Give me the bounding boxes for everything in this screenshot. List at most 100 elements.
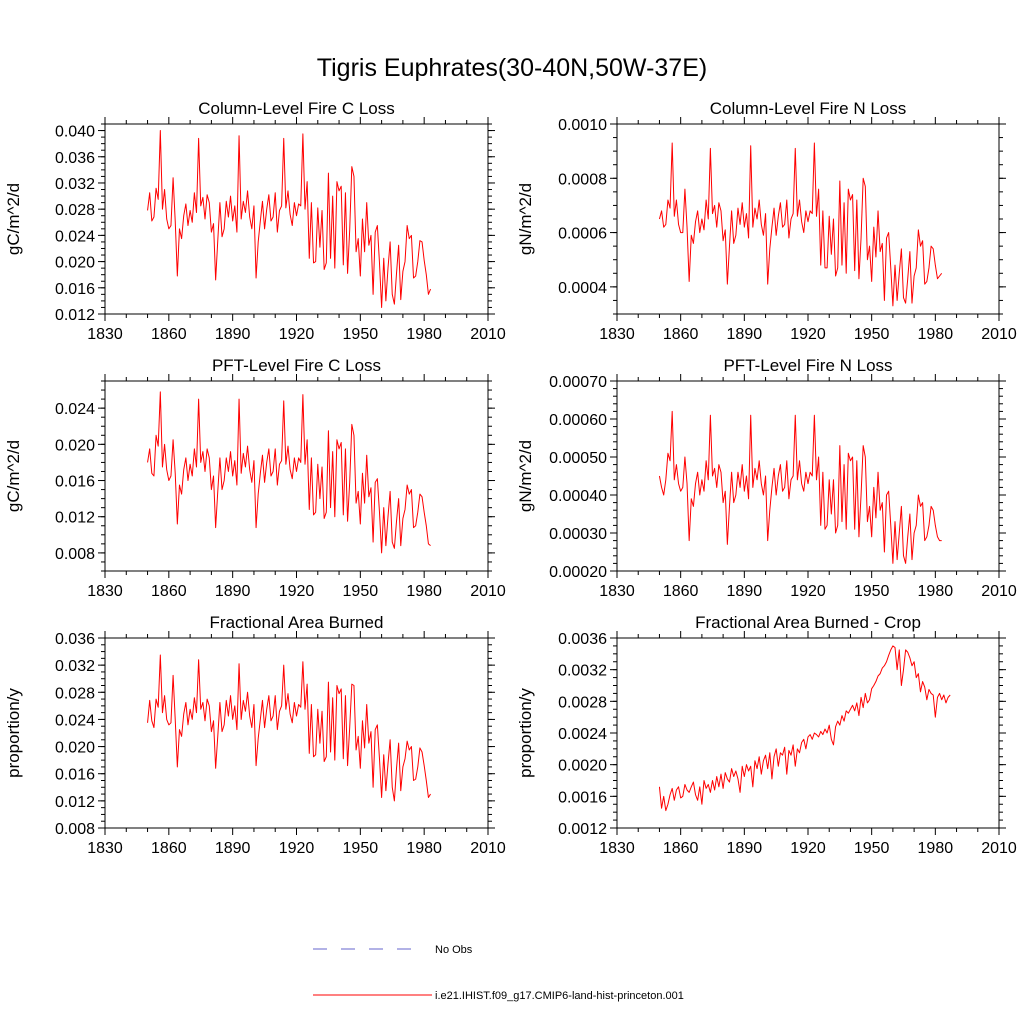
series-line [147,130,432,308]
x-tick-label: 1920 [279,840,315,857]
y-tick-label: 0.0010 [558,117,607,134]
y-tick-label: 0.0006 [558,226,607,243]
x-tick-label: 1950 [854,583,890,600]
panel-title: PFT-Level Fire C Loss [212,356,381,375]
panel-title: Column-Level Fire C Loss [198,99,395,118]
y-tick-label: 0.00050 [549,450,607,467]
y-tick-label: 0.040 [55,124,95,141]
x-tick-label: 1890 [727,326,763,343]
y-tick-label: 0.0028 [558,694,607,711]
y-tick-label: 0.0020 [558,758,607,775]
x-tick-label: 1980 [406,840,442,857]
y-axis-label: gC/m^2/d [4,183,23,255]
y-tick-label: 0.024 [55,712,95,729]
x-tick-label: 1920 [279,583,315,600]
x-tick-label: 1890 [727,840,763,857]
y-tick-label: 0.012 [55,510,95,527]
y-tick-label: 0.0024 [558,726,607,743]
x-tick-label: 2010 [470,583,506,600]
series-line [658,645,951,812]
x-tick-label: 1980 [406,583,442,600]
y-tick-label: 0.00030 [549,526,607,543]
y-tick-label: 0.0016 [558,789,607,806]
y-tick-label: 0.020 [55,740,95,757]
y-tick-label: 0.00040 [549,488,607,505]
y-tick-label: 0.024 [55,228,95,245]
y-tick-label: 0.00070 [549,374,607,391]
panel-title: Fractional Area Burned - Crop [695,613,921,632]
x-tick-label: 1860 [663,326,699,343]
y-axis-label: gN/m^2/d [516,183,535,255]
y-tick-label: 0.008 [55,546,95,563]
y-axis-label: proportion/y [516,688,535,778]
y-tick-label: 0.036 [55,150,95,167]
x-tick-label: 1860 [151,840,187,857]
y-tick-label: 0.008 [55,821,95,838]
series-line [658,142,943,307]
x-tick-label: 1860 [663,583,699,600]
x-tick-label: 1920 [279,326,315,343]
legend: No Obs i.e21.IHIST.f09_g17.CMIP6-land-hi… [313,944,684,1002]
x-tick-label: 1830 [599,840,635,857]
y-tick-label: 0.0012 [558,821,607,838]
plot-frame [616,123,1000,315]
x-tick-label: 2010 [470,326,506,343]
legend-model-label: i.e21.IHIST.f09_g17.CMIP6-land-hist-prin… [435,990,684,1002]
panel-1: Column-Level Fire C Loss gC/m^2/d 1830 1860… [4,99,506,343]
legend-obs-label: No Obs [435,944,473,956]
x-tick-label: 2010 [981,583,1017,600]
panels: Column-Level Fire C Loss gC/m^2/d 1830 1860… [4,99,1017,857]
panel-title: PFT-Level Fire N Loss [723,356,892,375]
x-tick-label: 1980 [918,840,954,857]
x-tick-label: 1860 [663,840,699,857]
x-tick-label: 1890 [215,840,251,857]
x-tick-label: 1830 [599,583,635,600]
y-tick-label: 0.024 [55,401,95,418]
y-tick-label: 0.012 [55,794,95,811]
y-tick-label: 0.020 [55,437,95,454]
panel-title: Fractional Area Burned [210,613,384,632]
x-tick-label: 1920 [790,326,826,343]
x-tick-label: 1830 [87,583,123,600]
x-tick-label: 2010 [470,840,506,857]
panel-5: Fractional Area Burned proportion/y 1830 18… [4,613,506,857]
y-tick-label: 0.020 [55,255,95,272]
panel-title: Column-Level Fire N Loss [710,99,907,118]
y-tick-label: 0.028 [55,202,95,219]
x-tick-label: 1830 [87,840,123,857]
y-tick-label: 0.032 [55,658,95,675]
y-tick-label: 0.0032 [558,663,607,680]
x-tick-label: 2010 [981,326,1017,343]
series-line [658,410,942,564]
y-tick-label: 0.0004 [558,280,607,297]
plot-frame [104,637,489,829]
y-axis-label: gC/m^2/d [4,440,23,512]
x-tick-label: 1890 [215,583,251,600]
x-tick-label: 1980 [918,583,954,600]
x-tick-label: 1950 [854,326,890,343]
x-tick-label: 2010 [981,840,1017,857]
y-tick-label: 0.00020 [549,564,607,581]
panel-3: PFT-Level Fire C Loss gC/m^2/d 1830 1860 189… [4,356,506,600]
panel-4: PFT-Level Fire N Loss gN/m^2/d 1830 1860 189… [516,356,1017,600]
y-tick-label: 0.032 [55,176,95,193]
plot-frame [104,380,489,572]
plot-frame [104,123,489,315]
x-tick-label: 1980 [918,326,954,343]
figure-title: Tigris Euphrates(30-40N,50W-37E) [317,54,707,82]
x-tick-label: 1980 [406,326,442,343]
y-tick-label: 0.016 [55,767,95,784]
y-tick-label: 0.016 [55,474,95,491]
y-axis-label: proportion/y [4,688,23,778]
series-line [147,391,431,554]
x-tick-label: 1950 [343,840,379,857]
y-tick-label: 0.0008 [558,171,607,188]
x-tick-label: 1950 [343,583,379,600]
y-tick-label: 0.012 [55,307,95,324]
series-line [147,654,431,802]
x-tick-label: 1830 [87,326,123,343]
x-tick-label: 1950 [854,840,890,857]
x-tick-label: 1830 [599,326,635,343]
y-tick-label: 0.036 [55,631,95,648]
